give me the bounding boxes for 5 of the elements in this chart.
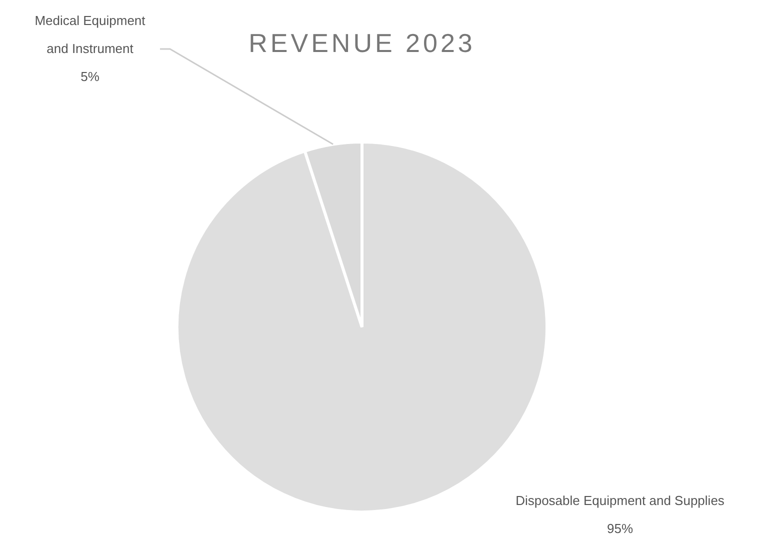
data-label: 5% — [80, 69, 100, 84]
slice-label: Medical Equipment and Instrument — [34, 13, 146, 56]
text: REVENUE 2023 — [248, 28, 476, 58]
data-label: 95% — [606, 521, 634, 536]
slice-label: Disposable Equipment and Supplies — [516, 493, 725, 508]
